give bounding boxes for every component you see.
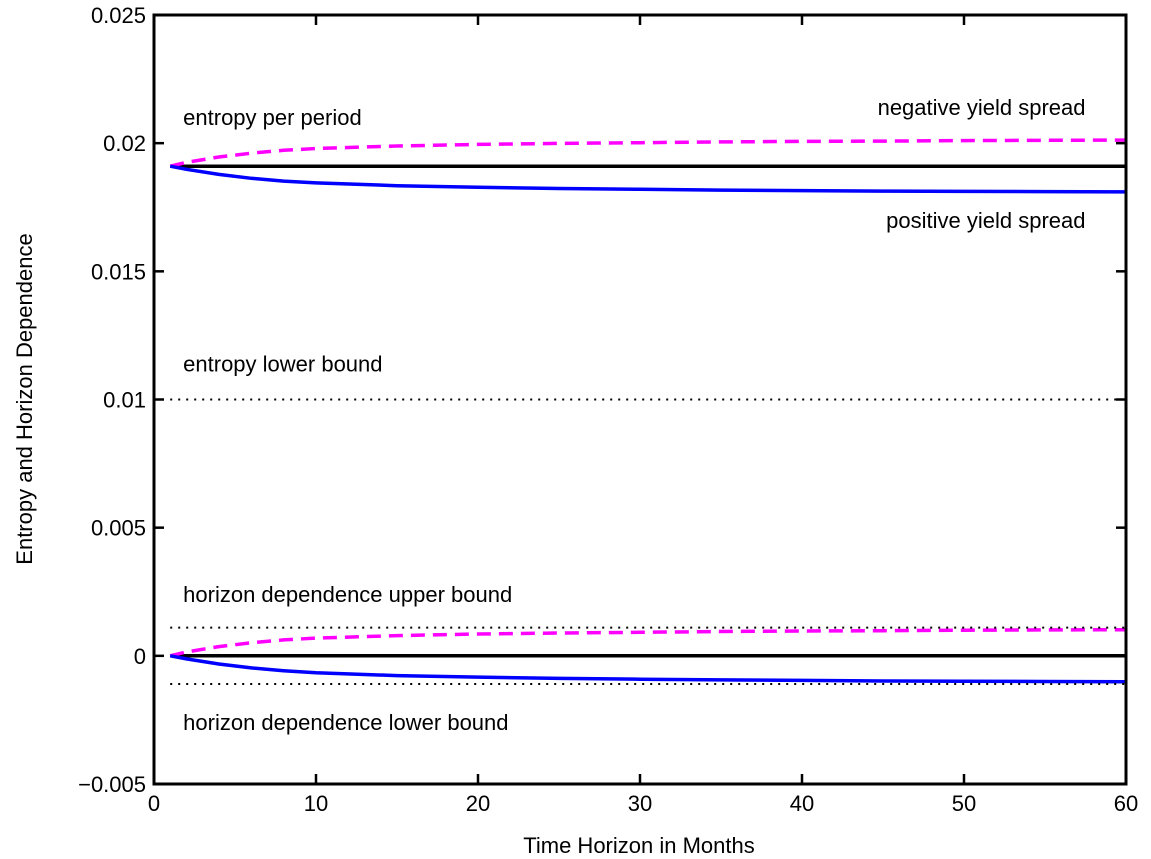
x-tick-label: 0 (148, 791, 160, 816)
x-axis-label: Time Horizon in Months (523, 833, 754, 858)
plot-frame (152, 13, 1128, 786)
x-tick-label: 40 (790, 791, 814, 816)
annotation-label: entropy per period (183, 105, 362, 130)
annotation-label: horizon dependence lower bound (183, 710, 508, 735)
y-tick-label: 0.01 (103, 388, 146, 413)
x-tick-label: 30 (628, 791, 652, 816)
x-tick-label: 10 (304, 791, 328, 816)
x-tick-label: 20 (466, 791, 490, 816)
series-line-6 (169, 627, 1127, 658)
y-tick-label: 0.015 (91, 259, 146, 284)
series-line-3 (169, 164, 1127, 194)
annotation-label: negative yield spread (878, 95, 1086, 120)
y-tick-label: 0.005 (91, 516, 146, 541)
y-tick-label: 0.025 (91, 3, 146, 28)
y-tick-label: −0.005 (78, 772, 146, 797)
y-tick-label: 0.02 (103, 131, 146, 156)
annotation-label: horizon dependence upper bound (183, 582, 512, 607)
annotation-label: entropy lower bound (183, 351, 382, 376)
x-tick-label: 50 (952, 791, 976, 816)
series-line-2 (169, 138, 1127, 168)
y-tick-labels: −0.005 0 0.005 0.01 0.015 0.02 0.025 (78, 3, 146, 797)
annotations-layer: entropy per period negative yield spread p… (183, 95, 1085, 735)
y-axis-label: Entropy and Horizon Dependence (12, 233, 37, 564)
y-tick-label: 0 (134, 644, 146, 669)
annotation-label: positive yield spread (886, 208, 1085, 233)
x-tick-labels: 0 10 20 30 40 50 60 (148, 791, 1138, 816)
series-line-7 (169, 654, 1127, 684)
x-tick-label: 60 (1114, 791, 1138, 816)
series-layer (169, 138, 1127, 685)
